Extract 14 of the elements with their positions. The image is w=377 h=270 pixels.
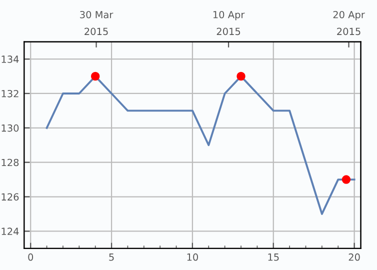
x-tick-label: 5 — [109, 254, 114, 261]
y-tick-label: 134 — [2, 56, 19, 63]
y-tick-label: 124 — [2, 228, 19, 235]
y-tick-label: 126 — [2, 193, 19, 201]
y-tick-label: 128 — [2, 158, 19, 166]
y-tick-label: 130 — [2, 124, 19, 132]
y-tick-label: 132 — [2, 90, 18, 98]
x2-tick-label: 10 Apr 2015 — [213, 10, 245, 36]
x-tick-label: 0 — [28, 253, 34, 261]
x-tick-label: 20 — [348, 253, 360, 261]
x-tick-label: 15 — [268, 254, 279, 261]
x2-tick-label: 30 Mar 2015 — [80, 10, 114, 36]
x2-tick-label: 20 Apr 2015 — [333, 10, 365, 36]
x-tick-label: 10 — [187, 253, 198, 261]
